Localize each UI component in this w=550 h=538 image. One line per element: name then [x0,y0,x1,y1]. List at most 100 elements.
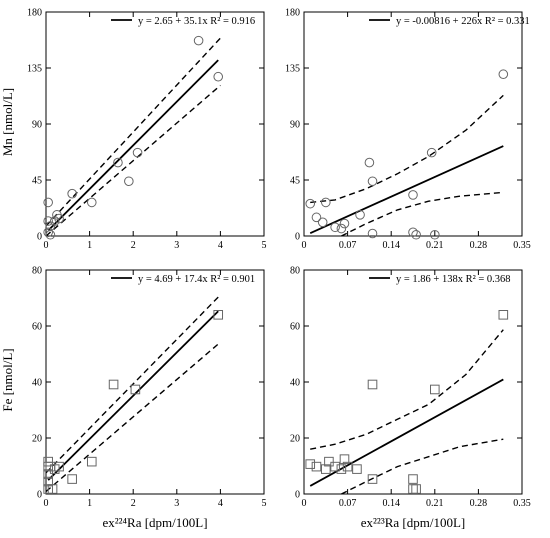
mn-223-data-point [330,222,340,233]
mn-223-regression-line [309,145,504,235]
fe-223-data-point [305,459,316,469]
mn-223-data-point [305,198,316,209]
fe-223-x-tick-label: 0.07 [339,498,357,509]
mn-223-data-point [408,190,418,200]
fe-223-ci-lower [341,438,504,495]
fe-224-ci-upper [45,294,221,474]
fe-224-data-point [43,456,53,467]
mn-223-data-point [336,223,347,234]
fe-224-regression-line [47,310,219,481]
fe-223-data-point [321,464,331,474]
fe-223-y-tick-label: 40 [290,378,300,389]
fe-223-x-tick-label: 0.14 [382,498,400,509]
fe-223-data-point [342,461,353,472]
mn-224-x-tick-label: 5 [262,240,267,251]
mn-223-data-point [364,157,375,168]
mn-224-data-point [132,147,143,158]
fe-223-data-point [324,456,334,467]
fe-223-x-tick-label: 0.21 [426,498,444,509]
mn-223-data-point [339,218,350,229]
fe-223-y-tick-label: 20 [290,434,300,445]
fe-224-data-point [43,469,53,479]
mn-224-data-point [193,35,204,46]
mn-224-data-point [43,197,53,208]
fe-224-data-point [67,474,77,484]
fe-223-data-point [367,379,378,390]
fe-223-xlabel: ex²²³Ra [dpm/100L] [361,515,465,530]
mn-224-legend-text: y = 2.65 + 35.1x R² = 0.916 [138,16,255,27]
mn-224-data-point [43,216,53,226]
fe-224-x-tick-label: 2 [131,498,136,509]
fe-224-x-tick-label: 3 [174,498,179,509]
mn-224-y-tick-label: 90 [32,120,42,131]
mn-224-data-point [213,71,224,82]
fe-224-data-point [86,456,97,467]
fe-223-data-point [339,454,350,464]
mn-223-x-tick-label: 0.35 [513,240,531,251]
mn-223-data-point [426,147,437,158]
fe-223-data-point [498,310,509,320]
mn-223-y-tick-label: 180 [285,8,300,19]
mn-223-x-tick-label: 0.21 [426,240,444,251]
mn-224-regression-line [47,59,219,232]
mn-223-data-point [430,229,440,240]
fe-223-y-tick-label: 0 [295,490,300,501]
fe-223-data-point [408,474,418,484]
fe-224-x-tick-label: 1 [87,498,92,509]
fe-224-data-point [47,484,58,494]
fe-224-y-tick-label: 40 [32,378,42,389]
mn-223-x-tick-label: 0.14 [382,240,400,251]
mn-224-x-tick-label: 4 [218,240,223,251]
mn-223-plot-frame [303,11,523,237]
fe-223-panel: 0 0.07 0.14 0.21 0.28 0.35 0 20 40 60 80 y = 1.86 +… [290,266,531,510]
fe-223-x-tick-label: 0.35 [513,498,531,509]
fe-223-plot-frame [303,269,523,495]
mn-224-x-tick-label: 3 [174,240,179,251]
fe-223-data-point [411,484,421,494]
mn-224-ci-lower [45,84,221,237]
fe-224-y-tick-label: 20 [32,434,42,445]
fe-224-ylabel: Fe [nmol/L] [0,348,15,411]
fe-224-x-tick-label: 4 [218,498,223,509]
mn-223-y-tick-label: 0 [295,232,300,243]
mn-223-y-tick-label: 135 [285,64,300,75]
fe-223-data-point [336,464,347,474]
mn-224-y-tick-label: 135 [27,64,42,75]
mn-223-data-point [408,227,418,238]
mn-223-data-point [411,229,421,240]
mn-224-data-point [43,227,53,238]
fe-224-y-tick-label: 0 [37,490,42,501]
mn-224-y-tick-label: 180 [27,8,42,19]
mn-223-ci-upper [310,94,504,204]
mn-224-x-tick-label: 1 [87,240,92,251]
fe-223-data-point [330,461,340,472]
fe-224-data-point [108,379,119,390]
mn-224-data-point [124,176,134,187]
mn-224-data-point [113,157,123,168]
mn-223-panel: 0 0.07 0.14 0.21 0.28 0.35 0 45 90 135 180 y = -0.0… [285,8,531,252]
fe-223-data-point [430,384,440,395]
mn-224-y-tick-label: 0 [37,232,42,243]
mn-223-legend-text: y = -0.00816 + 226x R² = 0.331 [396,16,530,27]
mn-224-data-point [67,188,77,199]
mn-223-data-point [321,197,331,208]
mn-224-x-tick-label: 0 [44,240,49,251]
fe-224-data-point [213,310,224,320]
mn-223-data-point [367,228,378,239]
fe-223-y-tick-label: 60 [290,322,300,333]
mn-223-x-tick-label: 0 [302,240,307,251]
mn-223-ci-lower [341,191,504,237]
fe-224-xlabel: ex²²⁴Ra [dpm/100L] [102,515,207,530]
mn-223-data-point [498,69,509,80]
mn-223-data-point [317,217,328,228]
fe-224-y-tick-label: 80 [32,266,42,277]
fe-223-data-point [311,461,322,472]
fe-223-data-point [367,474,378,484]
fe-224-x-tick-label: 5 [262,498,267,509]
fe-224-plot-frame [45,269,265,495]
fe-223-data-point [352,464,362,474]
mn-223-x-tick-label: 0.28 [470,240,488,251]
fe-224-data-point [54,461,64,472]
